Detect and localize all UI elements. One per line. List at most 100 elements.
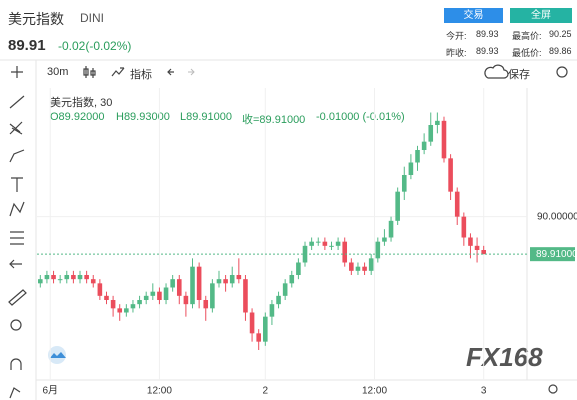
candle-body (190, 266, 195, 305)
stat-value: 89.93 (476, 29, 499, 39)
zoom-icon[interactable] (10, 319, 22, 331)
settings-icon[interactable] (556, 66, 568, 78)
candle-body (77, 275, 83, 280)
candle-body (216, 279, 222, 284)
title: 美元指数 (8, 11, 64, 27)
candle-body (163, 287, 169, 300)
ruler-icon[interactable] (8, 289, 27, 306)
redo-icon[interactable] (188, 68, 195, 76)
candle-body (401, 175, 407, 192)
x-tick-label: 6月 (42, 385, 58, 397)
stat-value: 89.86 (549, 46, 572, 56)
fullscreen-button[interactable]: 全屏 (510, 8, 572, 23)
indicators[interactable]: 指标 (130, 69, 152, 81)
candle-body (322, 241, 328, 246)
candle-body (223, 279, 228, 284)
candle-body (236, 275, 242, 280)
text-icon[interactable] (11, 177, 23, 192)
settings-icon[interactable] (548, 384, 558, 394)
save[interactable]: 保存 (508, 69, 530, 81)
legend-open: O89.92000 (50, 111, 105, 123)
x-tick-label: 2 (263, 386, 269, 397)
candle-body (97, 283, 103, 296)
candle-body (269, 304, 275, 317)
candle-body (415, 150, 420, 163)
legend-name: 美元指数, 30 (50, 97, 113, 109)
candle-body (176, 279, 182, 296)
candle-body (421, 141, 427, 150)
candle-body (157, 291, 162, 300)
candle-body (117, 308, 123, 313)
interval[interactable]: 30m (47, 66, 69, 78)
legend-close: 收=89.91000 (242, 114, 306, 126)
logo-icon (48, 346, 66, 364)
candle-body (249, 312, 255, 334)
candle-body (315, 241, 321, 243)
legend-change: -0.01000 (-0.01%) (316, 111, 405, 123)
candle-body (349, 262, 354, 271)
candle-body (210, 283, 215, 309)
candle-body (335, 241, 341, 246)
candle-body (408, 162, 414, 175)
candle-body (382, 237, 387, 242)
chart-type-icon[interactable] (83, 66, 96, 78)
candle-body (51, 275, 56, 280)
candle-body (243, 279, 248, 313)
candle-body (229, 275, 235, 284)
candle-body (276, 295, 281, 305)
legend-high: H89.93000 (116, 111, 170, 123)
candle-body (355, 266, 361, 271)
candle-body (309, 241, 314, 246)
line-icon[interactable] (9, 95, 25, 109)
last-price-label: 89.91000 (536, 249, 577, 260)
indicator-icon[interactable] (111, 67, 125, 77)
legend-low: L89.91000 (180, 111, 232, 123)
measure-icon[interactable] (10, 231, 24, 245)
candle-body (183, 295, 189, 305)
stat-label: 最高价: (512, 31, 542, 41)
stat-value: 89.93 (476, 46, 499, 56)
candle-body (282, 283, 288, 296)
candle-body (196, 266, 202, 300)
fib-icon[interactable] (9, 121, 23, 135)
lock-icon[interactable] (9, 387, 21, 399)
watermark: FX168 (466, 342, 543, 372)
cloud-icon[interactable] (484, 64, 509, 79)
candle-body (375, 241, 381, 259)
candle-body (362, 266, 367, 271)
candle-body (104, 295, 109, 300)
x-tick-label: 12:00 (362, 386, 387, 397)
stat-label: 昨收: (446, 48, 467, 58)
candle-body (44, 275, 50, 280)
stat-label: 今开: (446, 31, 467, 41)
candle-body (296, 262, 301, 275)
candle-body (170, 279, 175, 288)
candle-body (388, 220, 394, 238)
cross-icon[interactable] (11, 66, 23, 78)
candle-body (441, 120, 447, 159)
candle-body (448, 158, 453, 192)
candle-body (368, 258, 374, 271)
back-icon[interactable] (9, 259, 22, 269)
candle-body (461, 216, 467, 238)
candle-body (203, 300, 209, 309)
candle-body (289, 275, 295, 284)
trade-button[interactable]: 交易 (444, 8, 503, 23)
candle-body (468, 237, 473, 246)
candle-body (64, 275, 70, 280)
brush-icon[interactable] (9, 149, 25, 163)
left-toolbar (8, 64, 568, 399)
candle-body (137, 300, 142, 305)
candle-body (124, 308, 129, 313)
x-tick-label: 3 (481, 386, 487, 397)
candle-body (143, 295, 149, 300)
candle-body (38, 279, 43, 284)
candle-body (329, 245, 334, 247)
undo-icon[interactable] (167, 68, 174, 76)
magnet-icon[interactable] (10, 358, 22, 370)
candle-body (71, 275, 76, 280)
pattern-icon[interactable] (9, 201, 25, 217)
stat-label: 最低价: (512, 48, 542, 58)
